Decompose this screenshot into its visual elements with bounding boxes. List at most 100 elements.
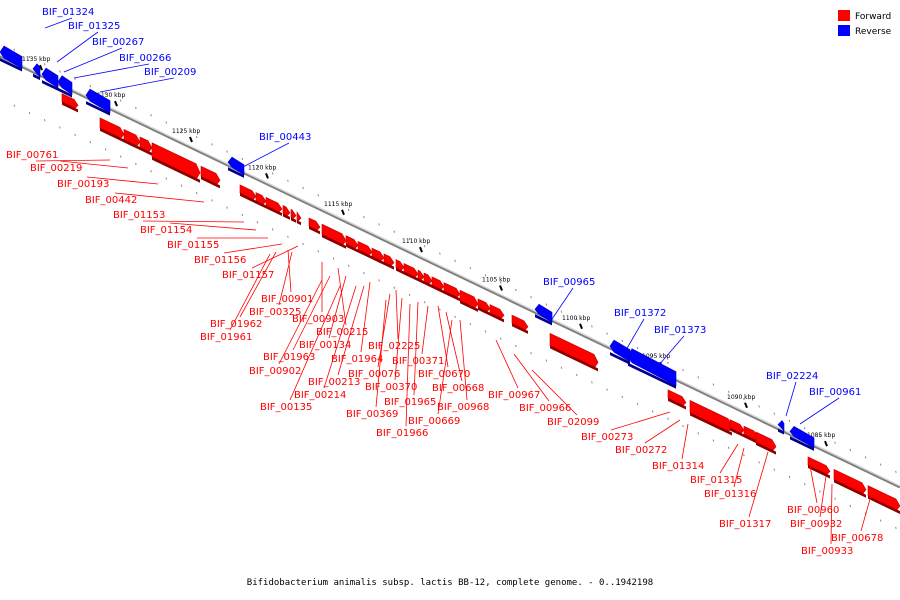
gene-label[interactable]: BIF_02224: [766, 371, 818, 382]
gene-label[interactable]: BIF_01324: [42, 7, 94, 18]
minor-tick: [484, 274, 487, 277]
reverse-gene: [534, 303, 553, 323]
minor-tick: [743, 453, 745, 457]
gene-label[interactable]: BIF_00266: [119, 53, 171, 64]
reverse-gene: [57, 75, 73, 96]
gene-label[interactable]: BIF_00213: [308, 377, 360, 388]
minor-tick: [849, 448, 852, 452]
minor-tick: [347, 264, 350, 267]
gene-label[interactable]: BIF_00219: [30, 163, 82, 174]
gene-label[interactable]: BIF_01372: [614, 308, 666, 319]
gene-labels: BIF_01324 BIF_01325 BIF_00267 BIF_00266 BIF_…: [6, 7, 883, 557]
label-leader-line: [531, 369, 578, 416]
gene-label[interactable]: BIF_00968: [437, 402, 489, 413]
gene-label[interactable]: BIF_01154: [140, 225, 192, 236]
gene-label[interactable]: BIF_00903: [292, 314, 344, 325]
gene-label[interactable]: BIF_00273: [581, 432, 633, 443]
gene-label[interactable]: BIF_01315: [690, 475, 742, 486]
reverse-gene: [41, 67, 59, 89]
gene-label[interactable]: BIF_01373: [654, 325, 706, 336]
gene-label[interactable]: BIF_01964: [331, 354, 383, 365]
gene-label[interactable]: BIF_00960: [787, 505, 839, 516]
gene-label[interactable]: BIF_00214: [294, 390, 346, 401]
label-leader-line: [142, 220, 245, 223]
gene-label[interactable]: BIF_00272: [615, 445, 667, 456]
gene-label[interactable]: BIF_00961: [809, 387, 861, 398]
genome-backbone-highlight: [0, 54, 900, 487]
gene-label[interactable]: BIF_00933: [801, 546, 853, 557]
gene-label[interactable]: BIF_00932: [790, 519, 842, 530]
gene-label[interactable]: BIF_01153: [113, 210, 165, 221]
forward-gene-shadow: [418, 278, 424, 285]
minor-tick: [575, 373, 578, 377]
label-leader-line: [86, 176, 159, 185]
forward-gene: [755, 431, 777, 453]
gene-label[interactable]: BIF_00215: [316, 327, 368, 338]
label-leader-line: [169, 222, 257, 231]
gene-label[interactable]: BIF_01314: [652, 461, 704, 472]
gene-label[interactable]: BIF_01963: [263, 352, 315, 363]
gene-label[interactable]: BIF_01962: [210, 319, 262, 330]
tick-label: 1130 kbp: [97, 92, 125, 99]
gene-label[interactable]: BIF_00442: [85, 195, 137, 206]
minor-tick: [667, 361, 669, 364]
gene-label[interactable]: BIF_02099: [547, 417, 599, 428]
label-leader-line: [278, 251, 293, 306]
gene-label[interactable]: BIF_00369: [346, 409, 398, 420]
gene-label[interactable]: BIF_01965: [384, 397, 436, 408]
forward-gene: [489, 304, 505, 320]
gene-label[interactable]: BIF_00193: [57, 179, 109, 190]
reverse-gene-shadow: [610, 352, 630, 365]
gene-label[interactable]: BIF_00134: [299, 340, 351, 351]
forward-gene: [321, 223, 347, 247]
label-leader-line: [337, 267, 347, 326]
gene-label[interactable]: BIF_02225: [368, 341, 420, 352]
gene-label[interactable]: BIF_00966: [519, 403, 571, 414]
forward-gene-shadow: [512, 323, 528, 334]
forward-gene-shadow: [152, 156, 200, 183]
major-tick: [579, 323, 583, 330]
gene-label[interactable]: BIF_01961: [200, 332, 252, 343]
minor-tick: [317, 250, 320, 253]
gene-label[interactable]: BIF_01155: [167, 240, 219, 251]
reverse-gene-shadow: [86, 101, 110, 116]
gene-label[interactable]: BIF_00135: [260, 402, 312, 413]
minor-tick: [165, 177, 168, 180]
forward-gene: [345, 235, 359, 250]
minor-tick: [74, 133, 76, 136]
gene-label[interactable]: BIF_01157: [222, 270, 274, 281]
gene-label[interactable]: BIF_00678: [831, 533, 883, 544]
forward-gene: [296, 211, 302, 223]
gene-label[interactable]: BIF_01325: [68, 21, 120, 32]
minor-tick: [211, 143, 213, 146]
label-leader-line: [360, 281, 371, 353]
gene-label[interactable]: BIF_00370: [365, 382, 417, 393]
gene-label[interactable]: BIF_00965: [543, 277, 595, 288]
minor-tick: [606, 332, 608, 335]
gene-label[interactable]: BIF_00670: [418, 369, 470, 380]
gene-label[interactable]: BIF_00325: [249, 307, 301, 318]
gene-label[interactable]: BIF_00902: [249, 366, 301, 377]
gene-label[interactable]: BIF_01317: [719, 519, 771, 530]
gene-label[interactable]: BIF_00443: [259, 132, 311, 143]
forward-gene: [667, 389, 687, 407]
legend-reverse-label: Reverse: [855, 27, 892, 37]
label-leader-line: [44, 17, 73, 29]
minor-tick: [530, 352, 532, 355]
label-leader-line: [809, 465, 818, 504]
gene-label[interactable]: BIF_00669: [408, 416, 460, 427]
gene-label[interactable]: BIF_00209: [144, 67, 196, 78]
gene-label[interactable]: BIF_00668: [432, 383, 484, 394]
gene-label[interactable]: BIF_00901: [261, 294, 313, 305]
forward-gene-shadow: [550, 345, 598, 372]
gene-label[interactable]: BIF_01156: [194, 255, 246, 266]
gene-label[interactable]: BIF_01316: [704, 489, 756, 500]
forward-gene: [511, 314, 529, 332]
gene-label[interactable]: BIF_00371: [392, 356, 444, 367]
gene-label[interactable]: BIF_00967: [488, 390, 540, 401]
gene-label[interactable]: BIF_00076: [348, 369, 400, 380]
gene-label[interactable]: BIF_00267: [92, 37, 144, 48]
gene-label[interactable]: BIF_00761: [6, 150, 58, 161]
minor-tick: [454, 315, 456, 318]
gene-label[interactable]: BIF_01966: [376, 428, 428, 439]
